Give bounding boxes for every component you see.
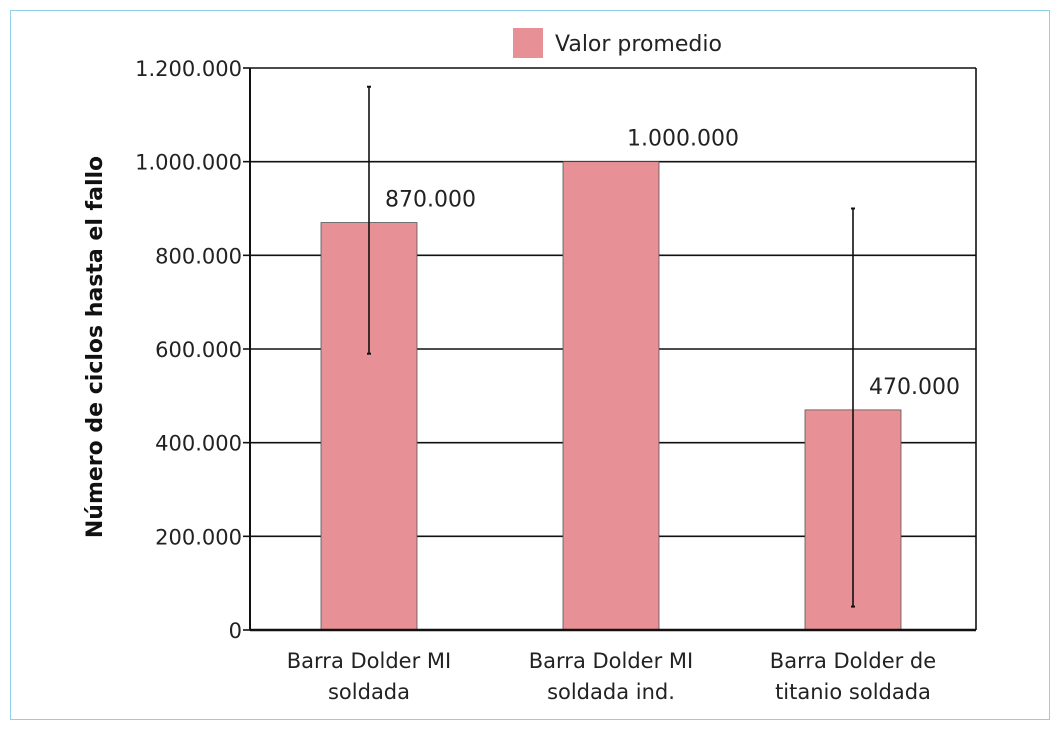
y-tick-label: 0 [229,619,242,643]
y-axis-label: Número de ciclos hasta el fallo [83,156,108,538]
x-category-label: soldada ind. [547,680,675,704]
y-tick-label: 1.000.000 [135,151,242,175]
x-category-label: Barra Dolder de [770,649,936,673]
x-category-label: soldada [328,680,410,704]
data-label: 1.000.000 [627,127,739,152]
x-category-label: Barra Dolder MI [529,649,693,673]
axes [243,67,977,632]
y-tick-labels: 0 200.000 400.000 600.000 800.000 1.000.000 1.… [135,57,242,643]
y-tick-label: 1.200.000 [135,57,242,81]
y-tick-label: 600.000 [155,338,242,362]
bar [562,161,660,631]
data-label: 870.000 [385,188,476,213]
legend-swatch [513,28,543,58]
y-tick-label: 400.000 [155,432,242,456]
data-label: 470.000 [869,375,960,400]
x-category-label: titanio soldada [775,680,931,704]
x-category-label: Barra Dolder MI [287,649,451,673]
bars [320,161,902,631]
legend: Valor promedio [513,28,722,58]
x-category-labels: Barra Dolder MI soldada Barra Dolder MI sol… [287,649,936,704]
error-bars [367,85,855,608]
legend-label: Valor promedio [555,32,722,57]
chart-frame [10,10,1050,720]
y-tick-label: 200.000 [155,525,242,549]
data-labels: 870.000 1.000.000 470.000 [385,127,960,400]
y-tick-label: 800.000 [155,244,242,268]
